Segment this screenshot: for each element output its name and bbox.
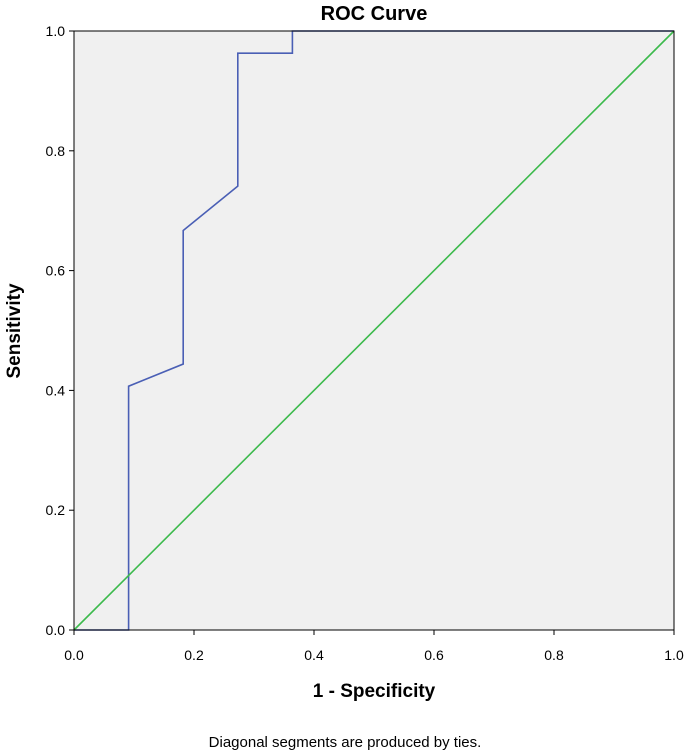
- series-layer: [73, 30, 675, 631]
- y-tick-label: 0.8: [46, 143, 66, 159]
- y-tick-label: 1.0: [46, 23, 66, 39]
- chart-footnote: Diagonal segments are produced by ties.: [209, 734, 482, 751]
- x-axis-ticks: 0.0 0.2 0.4 0.6 0.8 1.0: [64, 630, 684, 663]
- plot-frame: [73, 30, 675, 631]
- reference-diagonal-line: [73, 30, 675, 631]
- x-tick-label: 0.2: [184, 647, 204, 663]
- x-axis-label: 1 - Specificity: [313, 681, 436, 702]
- y-tick-label: 0.6: [46, 263, 66, 279]
- roc-curve-line: [74, 30, 674, 631]
- x-tick-label: 1.0: [664, 647, 684, 663]
- chart-title: ROC Curve: [321, 3, 428, 25]
- y-tick-label: 0.2: [46, 502, 66, 518]
- y-axis-label: Sensitivity: [4, 283, 25, 378]
- x-tick-label: 0.0: [64, 647, 84, 663]
- x-tick-label: 0.8: [544, 647, 564, 663]
- y-tick-label: 0.4: [46, 382, 66, 398]
- x-tick-label: 0.4: [304, 647, 324, 663]
- y-axis-ticks: 0.0 0.2 0.4 0.6 0.8 1.0: [46, 23, 74, 638]
- y-tick-label: 0.0: [46, 622, 66, 638]
- x-tick-label: 0.6: [424, 647, 444, 663]
